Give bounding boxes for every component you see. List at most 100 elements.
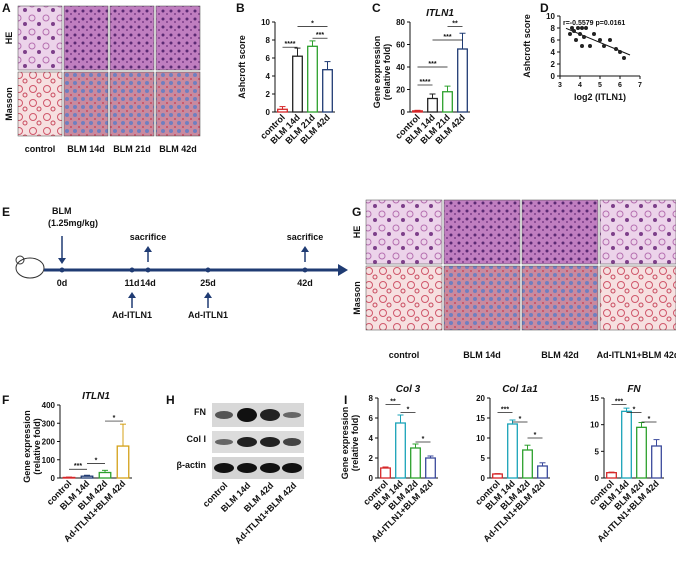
x-tick-label: 7 — [638, 82, 642, 89]
point — [592, 32, 596, 36]
significance-label: *** — [443, 34, 451, 41]
micrograph — [109, 71, 155, 137]
micrograph — [17, 71, 63, 137]
bar — [537, 465, 548, 479]
band — [283, 412, 301, 418]
y-tick-label: 5 — [481, 454, 486, 463]
bar — [410, 447, 421, 479]
bar — [116, 445, 130, 479]
drug-label: BLM — [52, 206, 72, 216]
band — [237, 463, 257, 473]
column-label: Ad-ITLN1+BLM 42d — [597, 350, 676, 360]
band — [260, 409, 280, 421]
micrograph — [17, 5, 63, 71]
significance-label: * — [633, 406, 636, 413]
y-tick-label: 6 — [551, 36, 556, 45]
bar — [292, 55, 303, 113]
band — [215, 439, 233, 445]
band — [260, 463, 280, 473]
arrow-head — [58, 258, 66, 264]
day-label: 11d — [124, 278, 139, 288]
y-tick-label: 0 — [481, 474, 486, 483]
panel-letter: H — [166, 393, 175, 407]
significance-label: *** — [316, 32, 324, 39]
axis-label: Ashcroft score — [522, 14, 532, 78]
band — [282, 463, 302, 473]
event-label: Ad-ITLN1 — [188, 310, 228, 320]
x-tick-label: 3 — [558, 82, 562, 89]
axis-label: Gene expression(relative fold) — [372, 36, 392, 109]
blot-strip — [212, 457, 304, 479]
micrograph — [521, 265, 599, 331]
point — [580, 26, 584, 30]
point — [576, 26, 580, 30]
timeline — [15, 236, 348, 308]
chart-title: ITLN1 — [426, 8, 454, 19]
column-label: BLM 21d — [113, 144, 151, 154]
chart-title: Col 3 — [396, 384, 421, 395]
micrograph — [365, 265, 443, 331]
significance-label: ** — [452, 21, 458, 28]
significance-label: *** — [428, 61, 436, 68]
row-label: HE — [352, 226, 362, 239]
micrograph — [155, 71, 201, 137]
event-label: Ad-ITLN1 — [112, 310, 152, 320]
day-label: 42d — [297, 278, 313, 288]
axis-label: Gene expression(relative fold) — [340, 407, 360, 480]
bar — [425, 457, 436, 479]
micrograph — [521, 199, 599, 265]
western-blot — [212, 403, 304, 479]
day-label: 14d — [140, 278, 156, 288]
day-label: 25d — [200, 278, 216, 288]
y-tick-label: 8 — [369, 394, 374, 403]
y-tick-label: 80 — [396, 18, 405, 27]
row-label: Masson — [4, 87, 14, 121]
axis-label: Ashcroft score — [237, 35, 247, 99]
protein-label: FN — [194, 407, 206, 417]
significance-label: * — [113, 415, 116, 422]
time-point — [59, 267, 65, 273]
significance-label: *** — [615, 398, 623, 405]
y-tick-label: 8 — [266, 36, 271, 45]
y-tick-label: 4 — [551, 48, 556, 57]
bar — [636, 426, 647, 479]
significance-label: * — [95, 457, 98, 464]
band — [215, 411, 233, 419]
point — [584, 26, 588, 30]
y-tick-label: 300 — [42, 419, 56, 428]
panel-letter: F — [2, 393, 9, 407]
arrow-head — [204, 292, 212, 298]
bar — [507, 423, 518, 479]
time-point — [129, 267, 135, 273]
blot-strip — [212, 431, 304, 453]
bar — [606, 472, 617, 479]
y-tick-label: 60 — [396, 41, 405, 50]
band — [283, 438, 301, 446]
y-tick-label: 2 — [266, 90, 271, 99]
significance-label: ** — [390, 398, 396, 405]
significance-label: * — [534, 432, 537, 439]
panel-letter: I — [344, 393, 347, 407]
micrograph — [443, 265, 521, 331]
point — [582, 35, 586, 39]
y-tick-label: 0 — [51, 474, 56, 483]
y-tick-label: 200 — [42, 438, 56, 447]
micrograph — [155, 5, 201, 71]
y-tick-label: 10 — [261, 18, 270, 27]
micrograph — [63, 71, 109, 137]
arrow-head — [301, 246, 309, 252]
point — [598, 38, 602, 42]
point — [570, 26, 574, 30]
significance-label: *** — [501, 406, 509, 413]
y-tick-label: 2 — [551, 60, 556, 69]
y-tick-label: 0 — [595, 474, 600, 483]
y-tick-label: 5 — [595, 447, 600, 456]
column-label: control — [389, 350, 420, 360]
point — [578, 32, 582, 36]
band — [237, 408, 257, 422]
point — [608, 38, 612, 42]
bar — [277, 108, 288, 113]
time-point — [302, 267, 308, 273]
bar — [307, 45, 318, 113]
y-tick-label: 0 — [369, 474, 374, 483]
